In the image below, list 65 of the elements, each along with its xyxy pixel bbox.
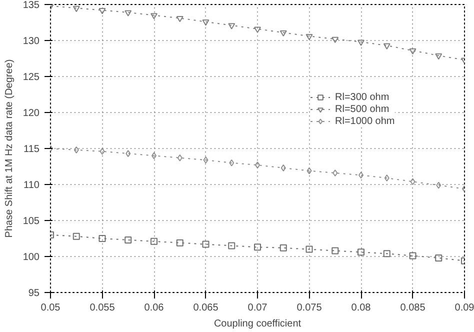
- point: [332, 247, 339, 254]
- point: [98, 235, 106, 242]
- point: [202, 20, 210, 26]
- point: [100, 148, 105, 155]
- point: [358, 248, 364, 256]
- x-tick-label: 0.055: [90, 302, 116, 314]
- point: [176, 16, 184, 22]
- point: [280, 164, 286, 172]
- point: [150, 13, 158, 20]
- point: [410, 178, 416, 186]
- legend-label: Rl=500 ohm: [335, 103, 390, 115]
- x-tick-label: 0.07: [248, 302, 268, 314]
- point: [409, 252, 416, 260]
- x-tick-label: 0.06: [144, 302, 164, 314]
- point: [280, 244, 287, 252]
- point: [72, 232, 80, 240]
- point: [383, 43, 390, 50]
- point: [228, 242, 236, 250]
- point: [203, 156, 208, 164]
- point: [280, 30, 287, 37]
- y-tick-label: 100: [22, 252, 40, 263]
- point: [98, 8, 106, 14]
- x-axis-title: Coupling coefficient: [214, 318, 302, 330]
- point: [229, 159, 234, 166]
- point: [409, 48, 416, 55]
- point: [332, 169, 338, 176]
- point: [150, 238, 158, 245]
- y-tick-label: 135: [22, 0, 40, 11]
- y-tick-label: 105: [22, 216, 40, 227]
- x-tick-label: 0.09: [454, 302, 474, 314]
- point: [74, 146, 79, 154]
- y-tick-label: 110: [24, 180, 40, 191]
- y-axis-title: Phase Shift at 1M Hz data rate (Degree): [4, 59, 15, 238]
- x-tick-label: 0.085: [400, 302, 426, 314]
- point: [202, 240, 210, 248]
- point: [435, 254, 442, 262]
- point: [383, 250, 390, 258]
- point: [435, 53, 442, 60]
- point: [72, 6, 80, 12]
- point: [306, 246, 313, 253]
- point: [176, 239, 184, 246]
- x-tick-label: 0.05: [40, 302, 61, 314]
- y-tick-label: 115: [24, 144, 40, 155]
- point: [254, 244, 261, 251]
- point: [177, 154, 182, 162]
- legend-label: Rl=300 ohm: [335, 91, 390, 103]
- point: [126, 150, 131, 158]
- y-tick-label: 130: [22, 36, 40, 47]
- point: [306, 34, 313, 40]
- x-tick-label: 0.075: [296, 302, 322, 314]
- point: [124, 10, 132, 16]
- point: [436, 182, 442, 189]
- x-tick-label: 0.065: [193, 302, 219, 314]
- point: [358, 40, 364, 46]
- point: [254, 26, 261, 33]
- point: [306, 167, 312, 174]
- y-tick-label: 120: [22, 108, 40, 119]
- x-tick-label: 0.08: [351, 302, 372, 314]
- y-tick-label: 95: [28, 288, 40, 299]
- point: [228, 23, 236, 30]
- legend-label: Rl=1000 ohm: [335, 115, 395, 127]
- y-tick-label: 125: [22, 72, 40, 83]
- point: [332, 36, 339, 44]
- point: [384, 174, 390, 182]
- point: [124, 236, 132, 244]
